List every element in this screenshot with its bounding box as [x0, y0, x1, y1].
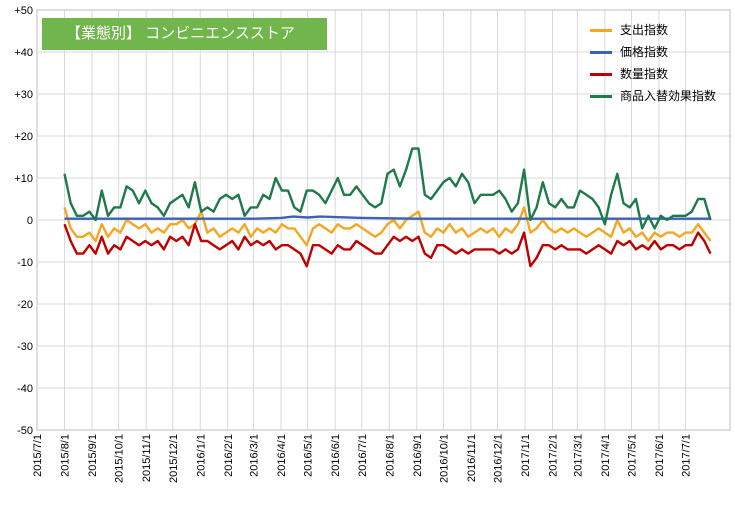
legend-label: 支出指数	[620, 23, 669, 37]
x-tick-label: 2016/2/1	[223, 434, 235, 477]
x-tick-label: 2015/7/1	[32, 434, 44, 477]
x-tick-label: 2015/10/1	[114, 434, 126, 483]
series-line-4	[63, 147, 712, 230]
legend-swatch	[590, 95, 612, 98]
series-line-2	[64, 215, 711, 220]
series-line-1	[63, 206, 712, 247]
legend-label: 数量指数	[620, 67, 669, 81]
y-tick-label: +20	[14, 131, 33, 143]
x-tick-label: 2016/3/1	[249, 434, 261, 477]
chart-title: 【業態別】 コンビニエンスストア	[42, 18, 327, 50]
y-tick-label: +50	[14, 5, 33, 17]
x-axis-ticks: 2015/7/1 2015/8/1 2015/9/1 2015/10/1 2015/11…	[32, 434, 693, 483]
x-tick-label: 2016/7/1	[357, 434, 369, 477]
x-tick-label: 2017/7/1	[681, 434, 693, 477]
x-tick-label: 2016/12/1	[493, 434, 505, 483]
legend-label: 価格指数	[620, 45, 669, 59]
x-tick-label: 2016/9/1	[412, 434, 424, 477]
x-tick-label: 2017/4/1	[600, 434, 612, 477]
y-tick-label: +30	[14, 89, 33, 101]
y-tick-label: +10	[14, 173, 33, 185]
x-tick-label: 2017/6/1	[654, 434, 666, 477]
y-tick-label: -20	[17, 299, 33, 311]
x-tick-label: 2015/11/1	[141, 434, 153, 482]
x-tick-label: 2016/4/1	[276, 434, 288, 477]
y-tick-label: +40	[14, 47, 33, 59]
y-axis-ticks: +50 +40 +30 +20 +10 0 -10 -20 -30 -40 -50	[14, 5, 33, 437]
x-tick-label: 2016/11/1	[466, 434, 478, 482]
y-tick-label: -40	[17, 383, 33, 395]
legend-swatch	[590, 73, 612, 76]
y-tick-label: -50	[17, 425, 33, 437]
y-tick-label: -30	[17, 341, 33, 353]
legend-swatch	[590, 51, 612, 54]
series-line-3	[63, 222, 712, 268]
series-group	[63, 147, 712, 268]
x-tick-label: 2015/8/1	[60, 434, 72, 477]
x-tick-label: 2016/8/1	[384, 434, 396, 477]
x-tick-label: 2017/2/1	[548, 434, 560, 477]
x-tick-label: 2016/5/1	[303, 434, 315, 477]
x-tick-label: 2015/9/1	[87, 434, 99, 477]
x-tick-label: 2016/6/1	[330, 434, 342, 477]
x-tick-label: 2015/12/1	[168, 434, 180, 483]
x-tick-label: 2017/1/1	[520, 434, 532, 477]
plot-area-border	[36, 9, 731, 431]
x-tick-label: 2017/3/1	[572, 434, 584, 477]
legend-label: 商品入替効果指数	[620, 89, 717, 103]
legend-swatch	[590, 29, 612, 32]
y-tick-label: -10	[17, 257, 33, 269]
x-tick-label: 2017/5/1	[627, 434, 639, 477]
y-tick-label: 0	[27, 215, 33, 227]
x-tick-label: 2016/10/1	[438, 434, 450, 483]
x-tick-label: 2016/1/1	[195, 434, 207, 477]
